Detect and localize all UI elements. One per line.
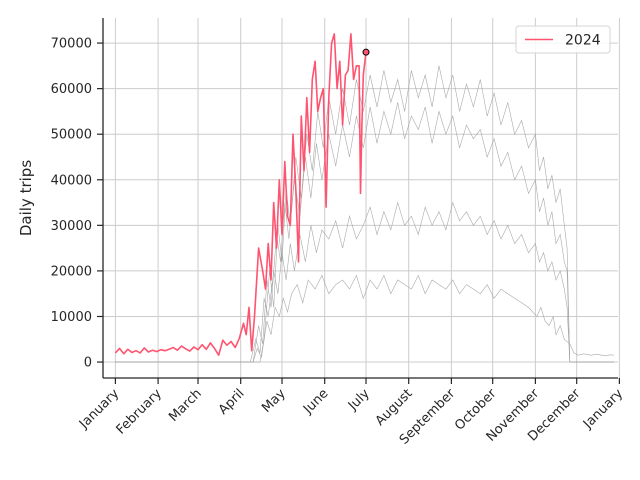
axes xyxy=(102,18,618,379)
legend: 2024 xyxy=(515,25,611,54)
x-tick-label: April xyxy=(216,386,248,418)
series-line-2024 xyxy=(114,33,367,356)
gridlines xyxy=(103,18,620,378)
highlight-series-2024 xyxy=(114,33,370,356)
x-tick-label: July xyxy=(345,386,373,414)
y-tick-label: 10000 xyxy=(51,310,92,325)
y-axis-label: Daily trips xyxy=(17,160,35,236)
y-tick-label: 0 xyxy=(84,356,92,371)
y-axis-ticks: 0 10000 20000 30000 40000 50000 60000 70000 xyxy=(51,37,103,371)
x-tick-label: August xyxy=(373,386,416,429)
y-tick-label: 40000 xyxy=(51,173,92,188)
legend-box xyxy=(515,25,611,54)
series-endpoint-marker xyxy=(362,48,370,56)
background-series-line xyxy=(115,274,614,363)
x-tick-label: March xyxy=(166,386,205,425)
y-tick-label: 60000 xyxy=(51,82,92,97)
x-tick-label: May xyxy=(259,386,289,416)
background-years-series xyxy=(115,65,614,363)
x-axis-ticks: January February March April May June July Augu… xyxy=(76,378,626,448)
y-tick-label: 30000 xyxy=(51,219,92,234)
legend-label-2024: 2024 xyxy=(565,33,601,49)
background-series-line xyxy=(115,65,614,363)
y-tick-label: 20000 xyxy=(51,264,92,279)
x-tick-label: January xyxy=(580,386,626,432)
x-tick-label: February xyxy=(114,386,166,438)
background-series-line xyxy=(115,201,614,363)
background-series-line xyxy=(115,102,614,363)
x-tick-label: June xyxy=(300,386,331,417)
y-tick-label: 70000 xyxy=(51,37,92,52)
y-tick-label: 50000 xyxy=(51,128,92,143)
